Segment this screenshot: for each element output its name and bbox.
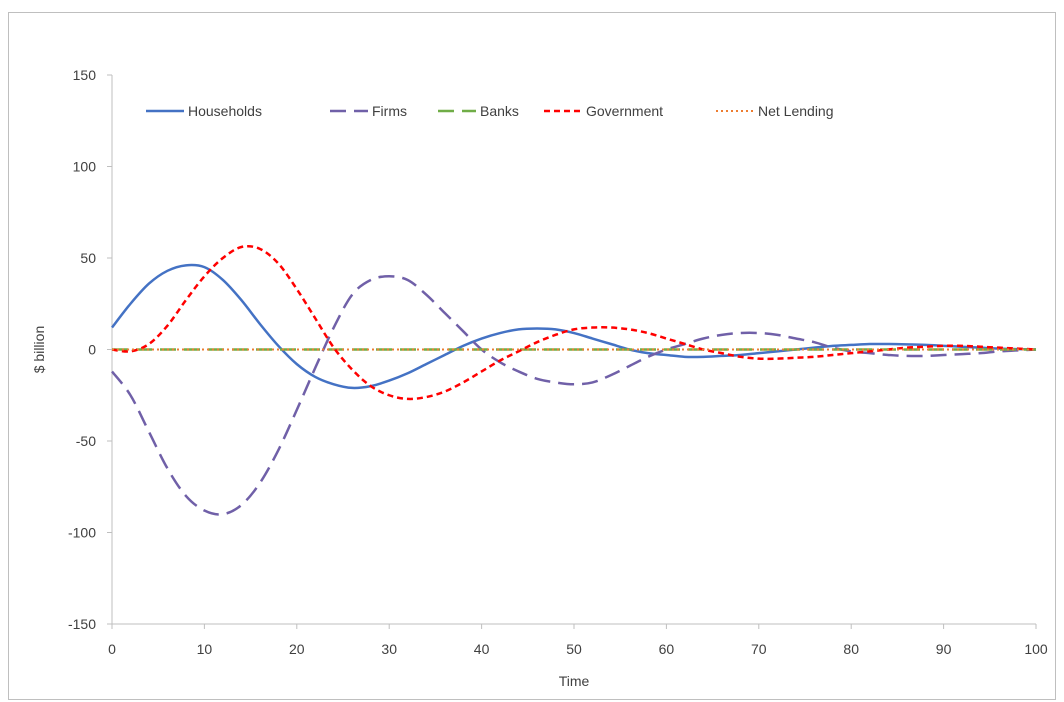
x-tick-label: 60 (659, 641, 675, 657)
chart-frame (8, 12, 1056, 700)
x-tick-label: 0 (108, 641, 116, 657)
x-tick-label: 50 (566, 641, 582, 657)
y-tick-label: -100 (68, 525, 96, 541)
y-tick-label: -50 (76, 433, 96, 449)
x-axis-title: Time (559, 673, 590, 689)
y-tick-label: 0 (88, 342, 96, 358)
series-layer (111, 244, 1037, 516)
x-tick-label: 40 (474, 641, 490, 657)
x-tick-label: 30 (381, 641, 397, 657)
x-tick-label: 80 (843, 641, 859, 657)
series-line-households (111, 263, 1037, 390)
series-line-firms (111, 275, 1037, 516)
axes-layer: 150 100 50 0 -50 -100 -150 0 10 20 30 40 50 60 70 80 90 1… (68, 67, 1048, 657)
y-tick-label: -150 (68, 616, 96, 632)
legend-label-government: Government (586, 103, 663, 119)
legend-label-net-lending: Net Lending (758, 103, 834, 119)
series-line-government (111, 244, 1037, 401)
x-tick-label: 10 (197, 641, 213, 657)
y-tick-label: 50 (80, 250, 96, 266)
y-tick-label: 100 (73, 159, 97, 175)
x-tick-label: 70 (751, 641, 767, 657)
legend-label-firms: Firms (372, 103, 407, 119)
x-tick-label: 100 (1024, 641, 1048, 657)
legend: Households Firms Banks Government Net Lendin… (146, 103, 834, 119)
legend-label-households: Households (188, 103, 262, 119)
y-axis-title: $ billion (31, 326, 47, 373)
legend-label-banks: Banks (480, 103, 519, 119)
x-tick-label: 90 (936, 641, 952, 657)
x-tick-label: 20 (289, 641, 305, 657)
y-tick-label: 150 (73, 67, 97, 83)
